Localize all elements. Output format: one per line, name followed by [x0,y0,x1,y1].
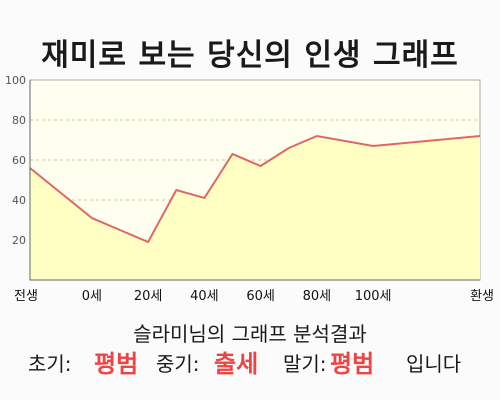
middle-label: 중기: [156,352,200,376]
y-tick-label: 60 [12,154,26,167]
result-suffix: 입니다 [406,352,462,376]
x-tick-label: 60세 [246,289,275,304]
series-line [29,134,481,244]
y-tick-label: 80 [12,114,26,127]
x-tick-label: 100세 [355,289,392,304]
life-graph-chart: 20 40 60 80 100 전생 0세 20세 40세 60세 80세 100세 환생 [5,74,494,304]
area-fill [30,136,480,280]
middle-value: 출세 [214,350,259,378]
early-label: 초기: [28,352,72,376]
y-tick-label: 40 [12,194,26,207]
page-title: 재미로 보는 당신의 인생 그래프 [41,38,459,73]
result-heading: 슬라미님의 그래프 분석결과 [133,322,367,346]
x-tick-label: 0세 [82,289,102,304]
x-tick-labels: 전생 0세 20세 40세 60세 80세 100세 환생 [14,289,494,304]
late-value: 평범 [330,350,375,378]
y-tick-labels: 20 40 60 80 100 [5,74,26,247]
x-tick-label: 20세 [134,289,163,304]
y-tick-label: 100 [5,74,26,87]
late-label: 말기: [283,352,327,376]
result-row: 초기: 평범 중기: 출세 말기: 평범 입니다 [0,342,500,386]
x-tick-label: 80세 [303,289,332,304]
x-tick-label: 전생 [14,289,38,304]
x-tick-label: 40세 [190,289,219,304]
y-tick-label: 20 [12,234,26,247]
x-tick-label: 환생 [470,289,494,304]
early-value: 평범 [94,350,139,378]
